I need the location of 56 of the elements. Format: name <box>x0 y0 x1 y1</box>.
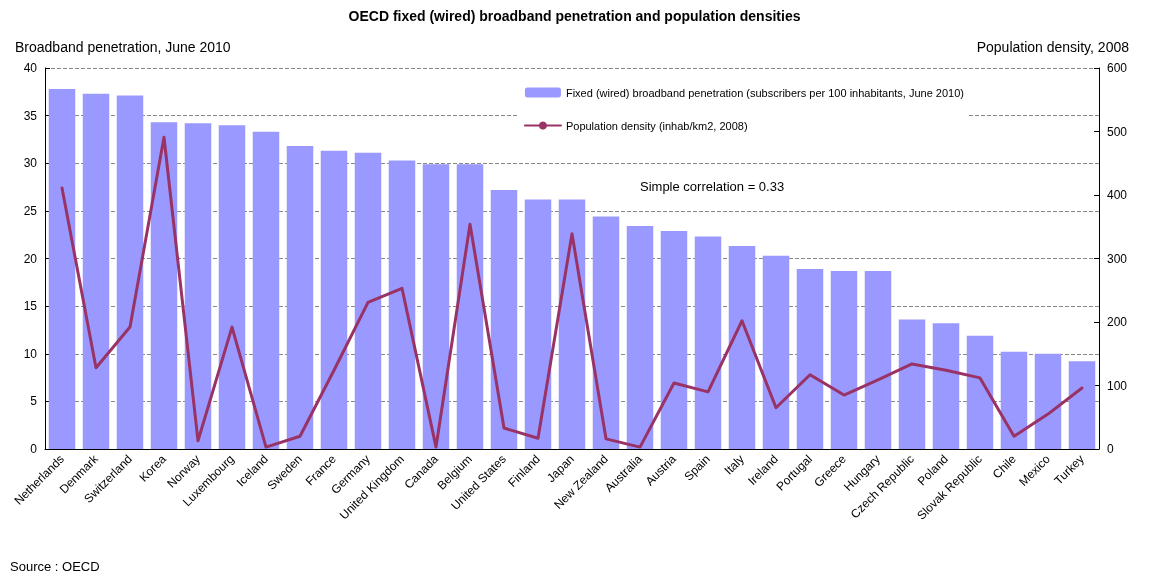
bar <box>1034 353 1062 449</box>
bar <box>728 246 756 449</box>
bar <box>150 122 178 449</box>
bar <box>694 236 722 449</box>
x-tick-label: Italy <box>721 452 747 478</box>
y-axis-title: Broadband penetration, June 2010 <box>15 39 231 55</box>
bar <box>354 152 382 449</box>
bar <box>898 319 926 449</box>
y2-tick-label: 300 <box>1107 251 1128 266</box>
bar <box>592 216 620 449</box>
bar <box>456 164 484 449</box>
annotation: Simple correlation = 0.33 <box>640 179 785 194</box>
y-tick-label: 40 <box>23 61 38 75</box>
bar <box>626 226 654 449</box>
source-note: Source : OECD <box>10 559 100 574</box>
bar <box>1068 361 1096 449</box>
y-tick-label: 20 <box>23 251 38 266</box>
y-tick-label: 25 <box>23 203 38 218</box>
y2-tick-label: 200 <box>1107 315 1128 329</box>
bar <box>830 270 858 449</box>
bar <box>82 93 110 449</box>
y-tick-label: 5 <box>30 394 38 409</box>
bar <box>48 88 76 449</box>
bar <box>116 95 144 449</box>
bar <box>864 270 892 449</box>
y-tick-label: 10 <box>23 346 38 361</box>
y-tick-label: 15 <box>23 299 38 314</box>
bar <box>388 160 416 449</box>
y-tick-label: 0 <box>30 442 38 456</box>
bar <box>1000 351 1028 449</box>
bar <box>286 146 314 449</box>
y-tick-label: 30 <box>23 156 38 171</box>
y-tick-label: 35 <box>23 108 38 123</box>
bar <box>966 335 994 449</box>
chart-title: OECD fixed (wired) broadband penetration and population densities <box>348 8 801 24</box>
bar <box>490 189 518 449</box>
y2-tick-label: 500 <box>1107 124 1128 139</box>
legend-label: Fixed (wired) broadband penetration (subscribers per 100 inhabitants, June 2010) <box>565 86 965 99</box>
y2-tick-label: 100 <box>1107 378 1128 393</box>
bar <box>252 131 280 449</box>
bar <box>796 268 824 449</box>
y2-tick-label: 400 <box>1107 188 1128 202</box>
bar <box>422 164 450 449</box>
bar <box>218 125 246 449</box>
bar <box>932 323 960 449</box>
bar <box>762 255 790 449</box>
line-series <box>60 135 1084 449</box>
bar <box>524 199 552 449</box>
bar <box>184 123 212 449</box>
y2-axis-title: Population density, 2008 <box>976 39 1130 55</box>
bar <box>660 230 688 449</box>
bar <box>558 199 586 449</box>
y2-tick-label: 600 <box>1107 61 1128 75</box>
bar <box>320 150 348 449</box>
legend-label: Population density (inhab/km2, 2008) <box>565 119 748 132</box>
y2-tick-label: 0 <box>1107 442 1114 456</box>
